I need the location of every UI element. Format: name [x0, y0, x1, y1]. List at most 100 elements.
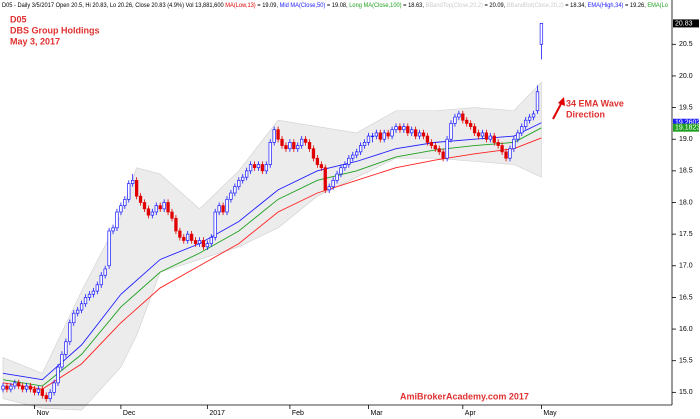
arrow [552, 101, 563, 120]
ma-line [2, 127, 542, 387]
candle-body [178, 230, 182, 238]
candle-body [182, 236, 186, 241]
ma-line [2, 137, 542, 390]
candle-body [264, 164, 268, 172]
candle-body [488, 135, 492, 140]
candle-body [461, 113, 465, 121]
header-segment: BBandBot(Close,20,2) [507, 3, 564, 9]
y-tick-label: 19.0 [679, 136, 693, 143]
candle-body [524, 119, 528, 127]
candle-body [60, 354, 64, 368]
candle-body [527, 116, 532, 121]
x-tick-label: Nov [36, 410, 49, 417]
candle-body [449, 123, 453, 140]
candle-body [9, 385, 13, 390]
candle-body [56, 366, 60, 384]
candle-body [539, 23, 544, 45]
candle-body [362, 142, 367, 146]
candle-body [103, 268, 107, 276]
y-tick-label: 19.5 [679, 104, 693, 111]
candle-body [398, 126, 402, 131]
price-label-box [673, 19, 699, 28]
candle-body [95, 284, 99, 292]
candle-body [303, 138, 308, 143]
candle-body [284, 145, 288, 150]
header-segment: EMA(Lo [647, 3, 668, 9]
candle-body [512, 138, 516, 150]
y-tick-label: 17.5 [679, 231, 693, 238]
y-tick-label: 15.0 [679, 389, 693, 396]
x-tick-label: Feb [292, 410, 304, 417]
candle-body [441, 151, 445, 159]
candle-body [414, 129, 418, 137]
candle-body [335, 173, 339, 181]
candle-body [343, 164, 347, 169]
candle-body [13, 382, 17, 387]
band-area [2, 81, 542, 411]
candle-body [229, 192, 233, 200]
candle-body [292, 142, 296, 150]
annotation: Direction [566, 109, 605, 119]
y-tick-label: 20.5 [679, 41, 693, 48]
candle-body [233, 186, 237, 194]
candle-body [370, 135, 375, 138]
candle-body [457, 113, 461, 118]
date: May 3, 2017 [10, 36, 60, 46]
candle-body [410, 129, 414, 134]
candle-body [480, 132, 485, 137]
candle-body [402, 126, 406, 131]
candle-body [40, 388, 44, 396]
candle-body [386, 132, 390, 137]
candle-body [87, 293, 92, 298]
candle-body [21, 385, 25, 390]
candle-body [347, 157, 351, 165]
candle-body [516, 132, 520, 140]
candle-body [32, 388, 37, 393]
candle-body [107, 230, 111, 267]
candle-body [205, 243, 210, 248]
candle-body [421, 132, 426, 137]
candle-body [394, 126, 398, 131]
candle-body [366, 135, 371, 143]
candle-body [508, 148, 512, 159]
candle-body [351, 154, 355, 159]
candle-body [111, 227, 115, 232]
candle-body [311, 148, 316, 159]
candle-body [138, 195, 143, 203]
candle-body [252, 164, 257, 169]
candle-body [76, 309, 80, 314]
candle-body [36, 388, 41, 393]
candle-body [484, 132, 489, 140]
header-segment: Mid MA(Close,50) [280, 3, 326, 9]
candle-body [535, 91, 540, 112]
price-label: 19.1823 [675, 125, 700, 132]
candle-body [79, 303, 84, 311]
y-tick-label: 18.5 [679, 168, 693, 175]
y-tick-label: 20.0 [679, 73, 693, 80]
candle-body [134, 180, 139, 197]
y-tick-label: 17.0 [679, 263, 693, 270]
plot-area [1, 23, 544, 411]
candle-body [390, 129, 394, 137]
candle-body [492, 135, 496, 143]
candle-body [453, 116, 457, 124]
candle-body [374, 132, 378, 137]
candle-body [17, 382, 21, 387]
candle-body [68, 322, 72, 343]
candle-body [64, 341, 68, 355]
candle-body [174, 217, 178, 232]
candle-body [272, 129, 276, 143]
x-tick-label: Mar [370, 410, 383, 417]
symbol: D05 [10, 14, 27, 24]
candle-body [201, 240, 206, 248]
x-tick-label: May [543, 410, 557, 417]
candle-body [520, 126, 524, 134]
candle-body [170, 211, 174, 219]
price-label-box [673, 118, 699, 127]
candle-body [48, 391, 52, 400]
arrow-head [558, 97, 565, 106]
candle-body [166, 202, 170, 213]
candle-body [382, 132, 386, 140]
candle-body [339, 167, 343, 175]
candle-body [323, 167, 327, 191]
